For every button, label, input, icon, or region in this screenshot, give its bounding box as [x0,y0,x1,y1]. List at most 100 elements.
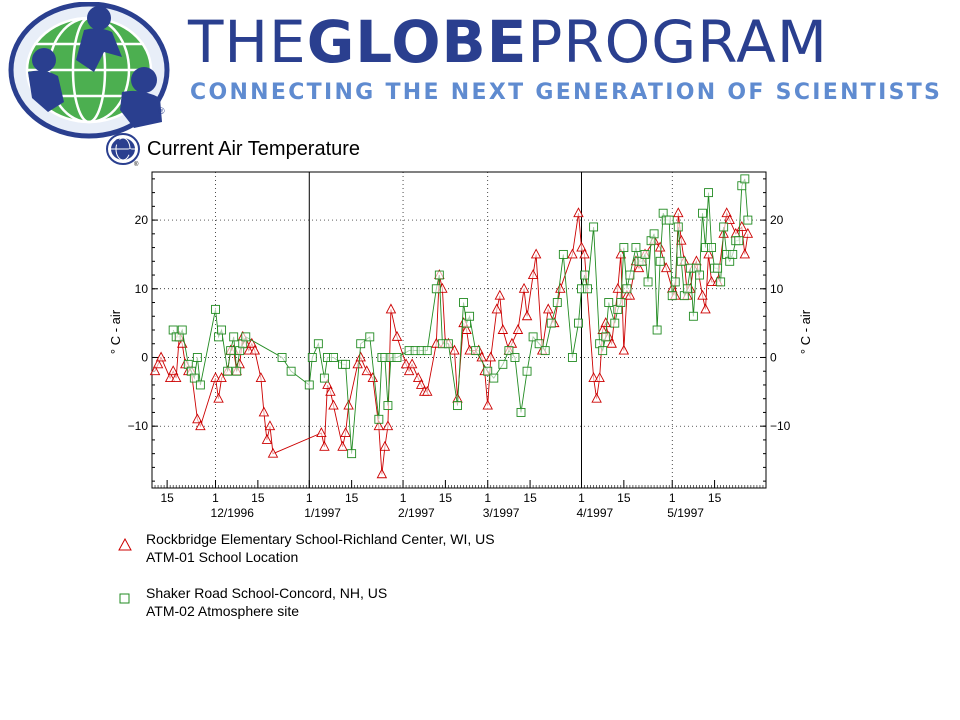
data-point-square [223,366,233,376]
data-point-triangle [612,282,624,293]
data-point-triangle [594,372,605,383]
x-month-label: 2/1997 [398,506,435,520]
data-point-square [688,311,698,321]
brand-title-the: THE [188,8,307,76]
data-point-square [691,263,701,273]
data-point-square [504,346,514,356]
plot-frame [151,171,767,489]
data-point-square [462,318,472,328]
data-point-square [313,339,323,349]
data-point-square [737,181,747,191]
data-point-square [516,407,526,417]
data-point-triangle [691,255,702,266]
data-point-triangle [234,358,245,369]
data-point-triangle [697,289,708,300]
x-tick-label: 1 [306,491,313,505]
data-point-triangle [391,330,403,341]
data-point-square [168,325,178,335]
data-point-triangle [170,372,182,383]
data-point-triangle [549,317,560,328]
data-point-triangle [261,433,273,444]
data-point-triangle [258,406,270,417]
triangle-marker-icon [118,538,132,551]
legend-series-name: Rockbridge Elementary School-Richland Ce… [146,531,495,547]
legend-series-name: Shaker Road School-Concord, NH, US [146,585,388,601]
data-point-square [195,380,205,390]
data-point-triangle [322,378,333,389]
data-point-square [377,353,387,362]
data-point-square [465,311,475,321]
data-point-square [459,298,468,307]
x-tick-label: 15 [345,491,359,505]
data-point-square [174,332,184,342]
data-point-triangle [421,385,433,396]
data-point-triangle [452,392,463,403]
x-tick-label: 15 [251,491,265,505]
data-point-square [655,256,665,266]
data-point-square [329,353,338,362]
data-point-triangle [343,399,354,410]
data-point-square [211,304,220,314]
data-point-square [304,380,314,390]
data-point-triangle [567,248,578,259]
y-axis-label-right: ° C - air [798,309,813,354]
data-point-square [238,339,248,349]
data-point-triangle [573,207,584,218]
data-point-triangle [736,220,748,231]
data-point-triangle [164,372,176,383]
data-point-triangle [180,358,191,369]
legend-series-site: ATM-01 School Location [146,549,299,565]
chart-title: Current Air Temperature [147,138,361,160]
data-point-triangle [155,351,167,362]
data-point-square [229,332,239,342]
series-1 [168,174,753,459]
x-tick-label: 15 [439,491,453,505]
data-point-square [416,346,426,356]
data-point-square [619,243,629,253]
data-point-square [670,277,680,287]
data-point-triangle [491,303,503,314]
data-point-triangle [225,344,236,355]
data-point-triangle [527,269,539,279]
data-point-square [646,236,656,246]
data-point-square [422,346,432,356]
data-point-square [546,318,556,328]
data-point-triangle [243,344,255,355]
y-axis-label-left: ° C - air [108,309,123,354]
data-point-triangle [473,344,484,355]
data-point-square [356,339,366,349]
data-point-triangle [600,317,611,328]
data-point-triangle [536,344,548,355]
data-point-triangle [682,289,693,300]
data-point-square [365,332,375,342]
data-point-triangle [406,358,418,369]
data-point-triangle [591,392,602,403]
data-point-square [341,359,351,369]
data-point-triangle [503,344,515,355]
data-point-triangle [267,447,279,458]
data-point-square [177,325,187,335]
data-point-triangle [648,234,660,245]
chart-legend: Rockbridge Elementary School-Richland Ce… [110,528,610,628]
svg-text:®: ® [134,161,139,168]
y-tick-label-right: 10 [770,282,784,296]
data-point-square [217,325,227,335]
data-point-triangle [739,248,751,259]
data-point-triangle [167,365,179,376]
data-point-square [214,332,223,342]
data-point-square [719,222,729,232]
brand-title-program: PROGRAM [527,8,828,76]
data-point-triangle [249,344,261,355]
data-point-square [347,449,357,459]
data-point-triangle [316,427,327,437]
data-point-square [685,263,695,273]
data-point-triangle [485,351,497,362]
data-point-triangle [319,440,330,451]
data-point-triangle [183,365,194,376]
x-tick-label: 1 [400,491,407,505]
data-point-triangle [542,303,554,314]
data-point-triangle [355,351,366,362]
data-point-square [286,366,296,376]
data-point-triangle [618,344,630,355]
data-point-triangle [437,282,448,293]
